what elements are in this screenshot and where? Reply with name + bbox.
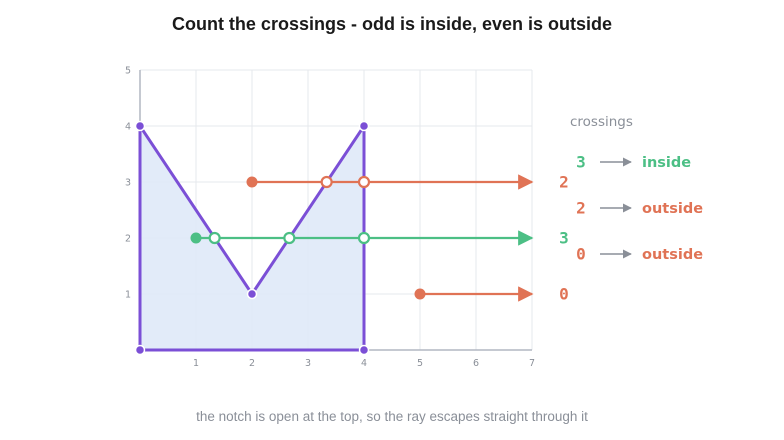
ray-origin-point [414, 288, 426, 300]
rays-layer: 2 3 0 [190, 173, 569, 304]
polygon-vertex [358, 344, 370, 356]
y-tick-label: 3 [125, 178, 131, 189]
legend-count: 0 [576, 245, 586, 264]
polygon-vertex [358, 120, 370, 132]
x-tick-label: 6 [473, 358, 479, 369]
x-tick-label: 7 [529, 358, 535, 369]
legend-result-label: outside [642, 247, 703, 263]
polygon-layer [134, 120, 370, 356]
x-tick-label: 4 [361, 358, 367, 369]
crossing-point [283, 231, 296, 245]
ray-origin-point [246, 176, 258, 188]
y-tick-label: 5 [125, 66, 131, 77]
ray-count-label: 2 [559, 173, 569, 192]
y-tick-label: 2 [125, 234, 131, 245]
x-tick-label: 5 [417, 358, 423, 369]
x-tick-label: 2 [249, 358, 255, 369]
polygon-vertex [134, 120, 146, 132]
x-tick-label: 1 [193, 358, 199, 369]
polygon-shape [138, 124, 366, 352]
diagram-title: Count the crossings - odd is inside, eve… [171, 14, 613, 34]
legend-count: 3 [576, 153, 586, 172]
caption: the notch is open at the top, so the ray… [196, 409, 588, 424]
legend-result-label: inside [642, 155, 691, 171]
crossing-point [208, 231, 221, 245]
polygon-vertex [246, 288, 258, 300]
legend: crossings 3 inside 2 outside 0 outside [570, 114, 703, 264]
legend-count: 2 [576, 199, 586, 218]
crossing-point [357, 231, 371, 245]
ray-count-label: 3 [559, 229, 569, 248]
y-tick-label: 1 [125, 290, 131, 301]
x-tick-label: 3 [305, 358, 311, 369]
legend-header: crossings [570, 114, 633, 130]
polygon-vertex [134, 344, 146, 356]
legend-result-label: outside [642, 201, 703, 217]
ray-count-label: 0 [559, 285, 569, 304]
y-tick-label: 4 [125, 122, 131, 133]
ray-origin-point [190, 232, 202, 244]
crossing-point [320, 175, 333, 189]
crossing-point [357, 175, 371, 189]
